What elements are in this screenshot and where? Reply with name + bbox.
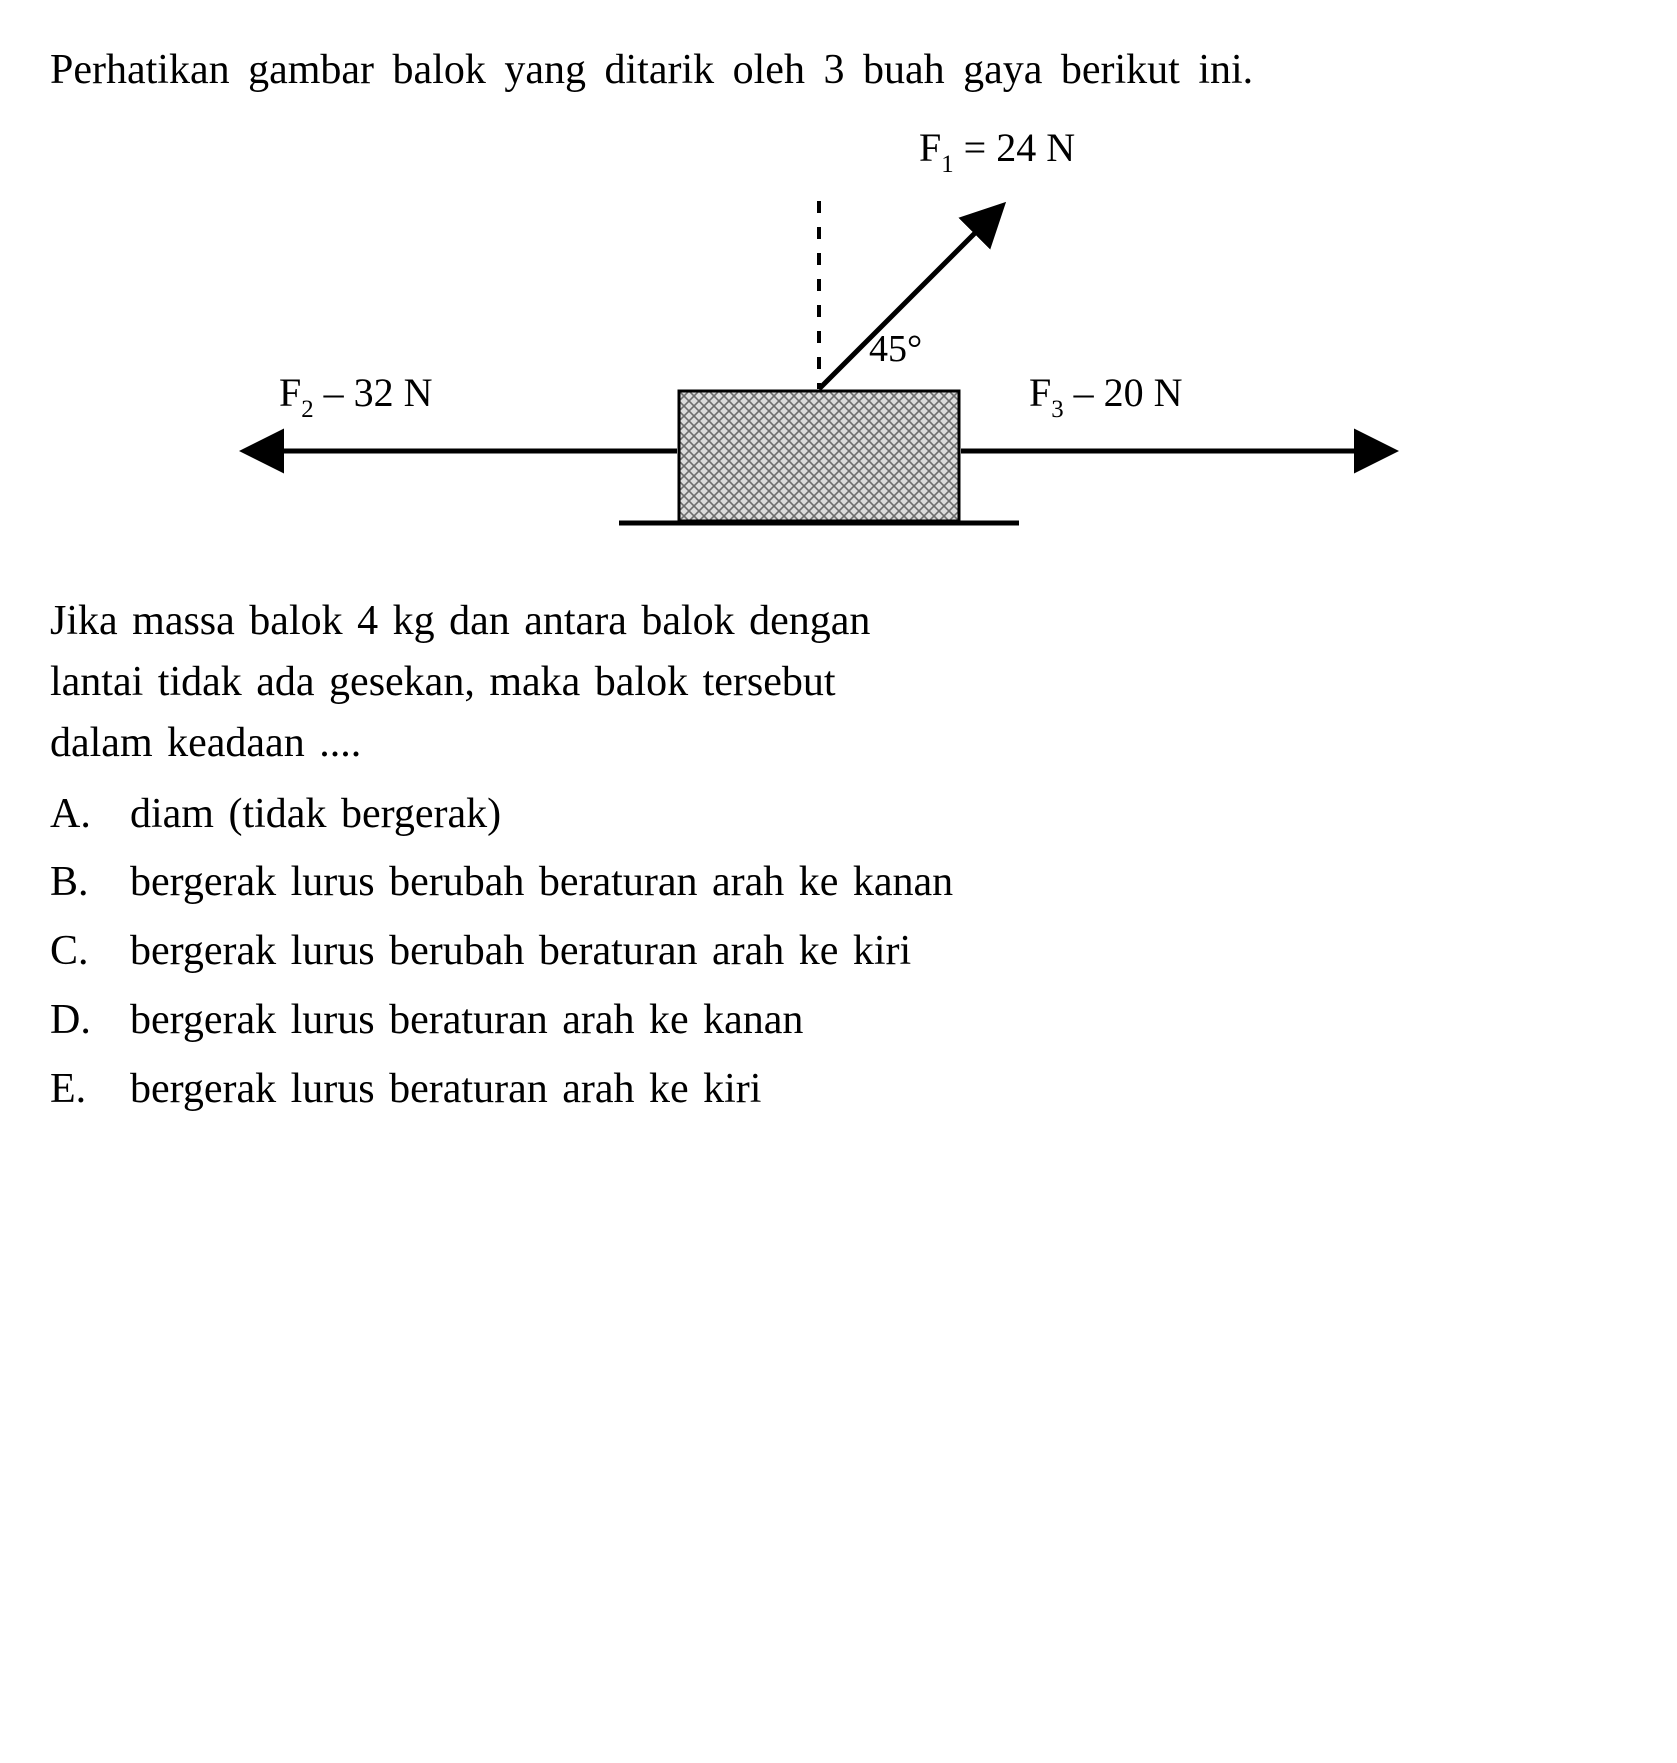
option-e: E. bergerak lurus beraturan arah ke kiri: [50, 1059, 1627, 1120]
question-intro: Perhatikan gambar balok yang ditarik ole…: [50, 40, 1627, 101]
diagram-svg: F1 = 24 N 45° F2 – 32 N F3 – 20 N: [239, 131, 1439, 551]
svg-text:F3 – 20 N: F3 – 20 N: [1029, 370, 1183, 423]
followup-line1: Jika massa balok 4 kg dan antara balok d…: [50, 591, 1627, 652]
option-text: bergerak lurus beraturan arah ke kiri: [130, 1059, 1627, 1120]
options-list: A. diam (tidak bergerak) B. bergerak lur…: [50, 784, 1627, 1120]
option-letter: C.: [50, 921, 130, 982]
option-letter: A.: [50, 784, 130, 845]
followup-text: Jika massa balok 4 kg dan antara balok d…: [50, 591, 1627, 774]
option-letter: E.: [50, 1059, 130, 1120]
svg-text:F1 = 24 N: F1 = 24 N: [919, 131, 1075, 178]
option-a: A. diam (tidak bergerak): [50, 784, 1627, 845]
svg-text:45°: 45°: [869, 328, 922, 370]
force-diagram: F1 = 24 N 45° F2 – 32 N F3 – 20 N: [239, 131, 1439, 551]
option-letter: D.: [50, 990, 130, 1051]
intro-line1: Perhatikan gambar balok yang ditarik ole…: [50, 47, 844, 93]
option-text: bergerak lurus beraturan arah ke kanan: [130, 990, 1627, 1051]
followup-line2: lantai tidak ada gesekan, maka balok ter…: [50, 652, 1627, 713]
option-c: C. bergerak lurus berubah beraturan arah…: [50, 921, 1627, 982]
followup-line3: dalam keadaan ....: [50, 713, 1627, 774]
option-text: diam (tidak bergerak): [130, 784, 1627, 845]
svg-text:F2 – 32 N: F2 – 32 N: [279, 370, 433, 423]
option-text: bergerak lurus berubah beraturan arah ke…: [130, 921, 1627, 982]
option-d: D. bergerak lurus beraturan arah ke kana…: [50, 990, 1627, 1051]
option-letter: B.: [50, 852, 130, 913]
option-b: B. bergerak lurus berubah beraturan arah…: [50, 852, 1627, 913]
diagram-container: F1 = 24 N 45° F2 – 32 N F3 – 20 N: [50, 131, 1627, 551]
option-text: bergerak lurus berubah beraturan arah ke…: [130, 852, 1627, 913]
intro-line2: buah gaya berikut ini.: [863, 47, 1253, 93]
